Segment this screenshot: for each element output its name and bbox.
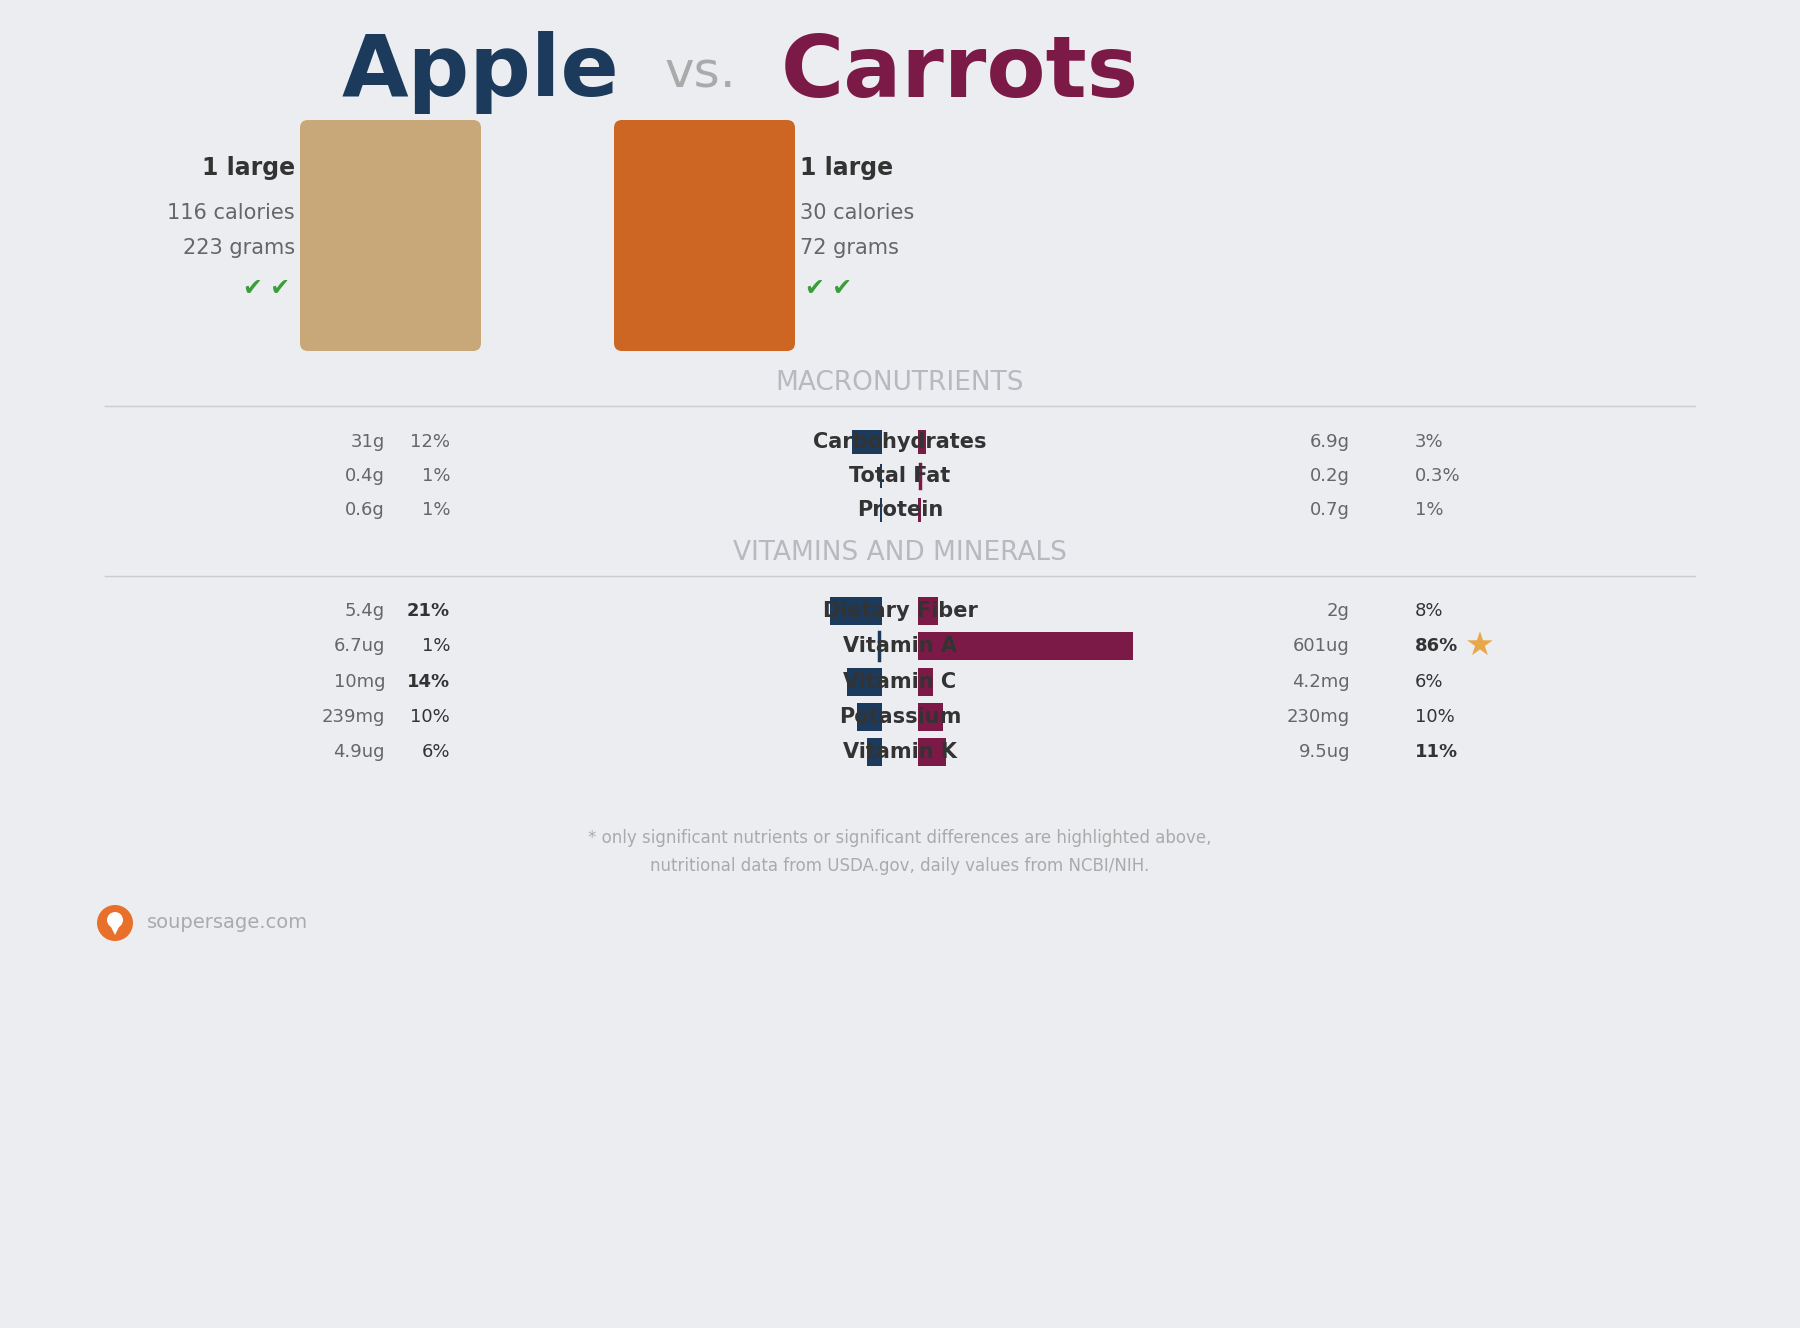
Text: Total Fat: Total Fat	[850, 466, 950, 486]
Text: 1%: 1%	[421, 637, 450, 655]
Text: soupersage.com: soupersage.com	[148, 914, 308, 932]
Text: ★: ★	[1465, 629, 1494, 663]
Text: Vitamin K: Vitamin K	[842, 742, 958, 762]
Text: 1 large: 1 large	[202, 155, 295, 181]
Circle shape	[97, 904, 133, 942]
Text: Apple: Apple	[342, 32, 619, 114]
Bar	[918, 498, 920, 522]
Circle shape	[106, 912, 122, 928]
Text: 21%: 21%	[407, 602, 450, 620]
Polygon shape	[110, 926, 121, 935]
Text: 11%: 11%	[1415, 742, 1458, 761]
Text: 10%: 10%	[1415, 708, 1454, 726]
Text: 223 grams: 223 grams	[184, 238, 295, 258]
Text: 30 calories: 30 calories	[799, 203, 914, 223]
Text: 86%: 86%	[1415, 637, 1458, 655]
Text: 12%: 12%	[410, 433, 450, 452]
Text: vs.: vs.	[664, 49, 736, 97]
Text: 72 grams: 72 grams	[799, 238, 898, 258]
Text: 239mg: 239mg	[322, 708, 385, 726]
Text: 14%: 14%	[407, 673, 450, 691]
Text: 3%: 3%	[1415, 433, 1444, 452]
Bar	[918, 430, 925, 454]
Text: 8%: 8%	[1415, 602, 1444, 620]
Text: Vitamin C: Vitamin C	[844, 672, 956, 692]
Text: 10%: 10%	[410, 708, 450, 726]
Bar	[918, 703, 943, 730]
Text: 0.2g: 0.2g	[1310, 467, 1350, 485]
Text: 6%: 6%	[421, 742, 450, 761]
Bar	[918, 668, 932, 696]
Text: Carrots: Carrots	[781, 32, 1139, 114]
Text: 31g: 31g	[351, 433, 385, 452]
Text: 0.4g: 0.4g	[346, 467, 385, 485]
Text: ✔ ✔: ✔ ✔	[243, 276, 290, 300]
Text: 1%: 1%	[421, 501, 450, 519]
Bar	[918, 598, 938, 625]
Text: 10mg: 10mg	[333, 673, 385, 691]
Text: * only significant nutrients or significant differences are highlighted above,: * only significant nutrients or signific…	[589, 829, 1211, 847]
Text: Carbohydrates: Carbohydrates	[814, 432, 986, 452]
FancyBboxPatch shape	[301, 120, 481, 351]
Text: 1%: 1%	[1415, 501, 1444, 519]
Text: 1 large: 1 large	[799, 155, 893, 181]
Text: 601ug: 601ug	[1292, 637, 1350, 655]
Bar	[868, 738, 882, 766]
Bar	[851, 430, 882, 454]
Text: Dietary Fiber: Dietary Fiber	[823, 602, 977, 622]
Text: 0.3%: 0.3%	[1415, 467, 1460, 485]
Text: 0.6g: 0.6g	[346, 501, 385, 519]
Bar	[830, 598, 882, 625]
Bar	[918, 738, 945, 766]
Text: 4.2mg: 4.2mg	[1292, 673, 1350, 691]
Text: MACRONUTRIENTS: MACRONUTRIENTS	[776, 371, 1024, 396]
Text: 6%: 6%	[1415, 673, 1444, 691]
Text: 0.7g: 0.7g	[1310, 501, 1350, 519]
Bar	[880, 498, 882, 522]
Text: 2g: 2g	[1327, 602, 1350, 620]
Bar	[918, 632, 1132, 660]
Text: 1%: 1%	[421, 467, 450, 485]
Bar	[880, 463, 882, 487]
Text: Protein: Protein	[857, 501, 943, 521]
Text: 6.7ug: 6.7ug	[333, 637, 385, 655]
Bar	[857, 703, 882, 730]
Text: VITAMINS AND MINERALS: VITAMINS AND MINERALS	[733, 540, 1067, 566]
Text: 6.9g: 6.9g	[1310, 433, 1350, 452]
Text: ✔ ✔: ✔ ✔	[805, 276, 851, 300]
Text: 116 calories: 116 calories	[167, 203, 295, 223]
Text: Vitamin A: Vitamin A	[842, 636, 958, 656]
Bar	[848, 668, 882, 696]
Text: 5.4g: 5.4g	[346, 602, 385, 620]
Text: 230mg: 230mg	[1287, 708, 1350, 726]
Text: Potassium: Potassium	[839, 706, 961, 726]
Text: 9.5ug: 9.5ug	[1298, 742, 1350, 761]
FancyBboxPatch shape	[614, 120, 796, 351]
Text: 4.9ug: 4.9ug	[333, 742, 385, 761]
Text: nutritional data from USDA.gov, daily values from NCBI/NIH.: nutritional data from USDA.gov, daily va…	[650, 857, 1150, 875]
